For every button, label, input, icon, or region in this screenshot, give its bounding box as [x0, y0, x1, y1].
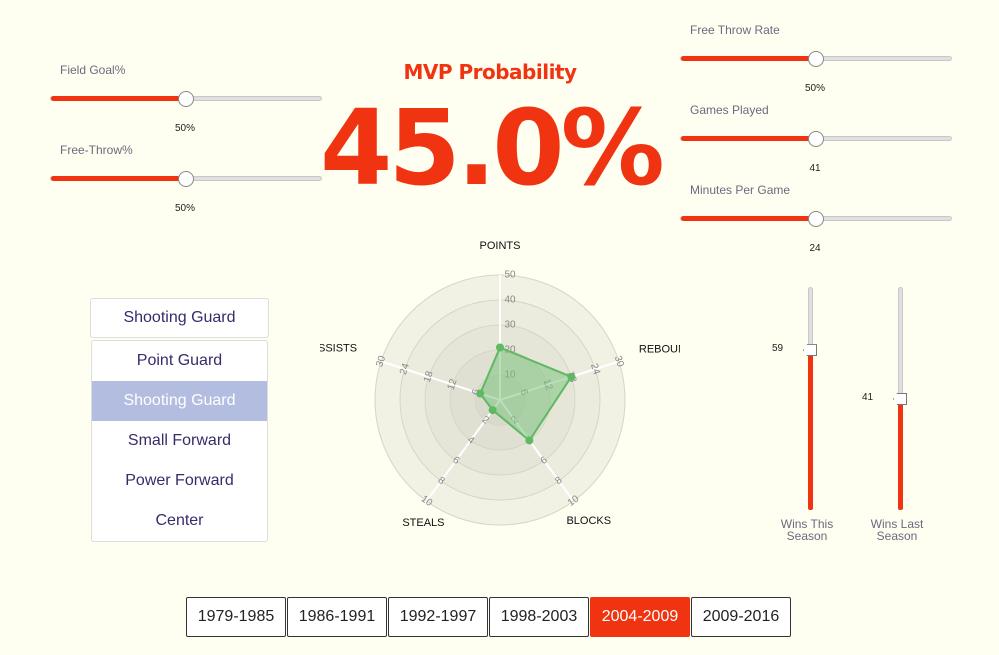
slider-thumb[interactable]: [808, 131, 824, 147]
minutes-per-game-label: Minutes Per Game: [690, 183, 791, 197]
radar-axis-label: POINTS: [480, 240, 521, 252]
free-throw-rate-label: Free Throw Rate: [690, 23, 780, 37]
radar-tick-label: 2: [480, 414, 491, 426]
radar-tick-label: 24: [588, 362, 602, 376]
era-button-1998-2003[interactable]: 1998-2003: [489, 597, 589, 637]
slider-fill: [681, 216, 816, 221]
radar-data-point: [567, 372, 576, 381]
radar-data-point: [476, 389, 485, 398]
era-button-1979-1985[interactable]: 1979-1985: [186, 597, 286, 637]
radar-tick-label: 30: [504, 320, 516, 331]
radar-axis-label: STEALS: [402, 517, 444, 529]
field-goal-value: 50%: [174, 123, 195, 134]
radar-axis-label: BLOCKS: [566, 515, 611, 527]
radar-tick-label: 40: [504, 295, 516, 306]
slider-fill: [51, 96, 186, 101]
radar-tick-label: 8: [553, 475, 564, 487]
radar-tick-label: 30: [374, 354, 388, 368]
slider-track[interactable]: [680, 51, 952, 67]
vertical-slider-track[interactable]: [893, 287, 907, 510]
radar-tick-label: 6: [470, 388, 482, 397]
minutes-per-game-value: 24: [809, 243, 821, 254]
slider-thumb[interactable]: [808, 51, 824, 67]
free-throw-rate-value: 50%: [804, 83, 825, 94]
position-option-point-guard[interactable]: Point Guard: [136, 352, 223, 369]
wins-last-season-label: Wins Last Season: [870, 517, 924, 543]
minutes-per-game-slider[interactable]: Minutes Per Game 24: [680, 180, 952, 254]
slider-thumb[interactable]: [178, 171, 194, 187]
field-goal-slider[interactable]: Field Goal% 50%: [50, 60, 322, 134]
wins-last-season-value: 41: [862, 392, 874, 403]
wins-this-season-slider[interactable]: 59 Wins This Season: [770, 287, 850, 547]
radar-tick-label: 50: [504, 270, 516, 281]
slider-fill: [681, 56, 816, 61]
wins-this-season-value: 59: [772, 343, 784, 355]
vertical-slider-thumb[interactable]: [803, 344, 817, 357]
position-option-center[interactable]: Center: [155, 512, 204, 529]
vertical-slider-thumb[interactable]: [893, 393, 907, 405]
free-throw-label: Free-Throw%: [60, 143, 133, 157]
radar-data-point: [525, 436, 534, 445]
wins-this-season-label: Wins This Season: [780, 517, 834, 543]
slider-thumb[interactable]: [178, 91, 194, 107]
radar-tick-label: 6: [450, 455, 461, 467]
games-played-slider[interactable]: Games Played 41: [680, 100, 952, 174]
era-button-1986-1991[interactable]: 1986-1991: [287, 597, 387, 637]
slider-track[interactable]: [50, 91, 322, 107]
radar-tick-label: 4: [465, 434, 476, 446]
radar-tick-label: 20: [504, 345, 516, 356]
era-button-group: 1979-1985 1986-1991 1992-1997 1998-2003 …: [186, 597, 792, 637]
position-options-list: Point Guard Shooting Guard Small Forward…: [91, 340, 268, 542]
era-button-2004-2009[interactable]: 2004-2009: [590, 597, 690, 637]
free-throw-value: 50%: [174, 203, 195, 214]
radar-tick-label: 18: [422, 369, 436, 383]
slider-fill: [51, 176, 186, 181]
slider-thumb[interactable]: [808, 211, 824, 227]
radar-tick-label: 6: [539, 454, 550, 466]
radar-tick-label: 30: [612, 354, 626, 368]
position-option-shooting-guard[interactable]: Shooting Guard: [92, 381, 267, 421]
radar-axis-label: REBOUNDS: [639, 343, 680, 355]
slider-track[interactable]: [680, 211, 952, 227]
field-goal-label: Field Goal%: [60, 63, 126, 77]
radar-data-point: [488, 406, 497, 415]
radar-tick-label: 12: [446, 377, 460, 391]
era-button-2009-2016[interactable]: 2009-2016: [691, 597, 791, 637]
radar-axis-label: ASSISTS: [320, 342, 357, 354]
mvp-probability-value: 45.0%: [320, 87, 665, 209]
radar-tick-label: 8: [436, 475, 447, 487]
slider-track[interactable]: [680, 131, 952, 147]
slider-fill: [681, 136, 816, 141]
vertical-slider-fill: [898, 399, 903, 510]
slider-track[interactable]: [50, 171, 322, 187]
radar-tick-label: 24: [398, 362, 412, 376]
games-played-label: Games Played: [690, 103, 769, 117]
games-played-value: 41: [809, 163, 821, 174]
vertical-slider-fill: [808, 350, 813, 510]
radar-data-area: [479, 346, 573, 442]
radar-axis-line: [425, 399, 501, 502]
stats-radar-chart: 1020304050612182430246810246810612182430…: [320, 240, 680, 529]
free-throw-rate-slider[interactable]: Free Throw Rate 50%: [680, 20, 952, 94]
position-select[interactable]: Shooting Guard: [90, 298, 269, 338]
position-option-small-forward[interactable]: Small Forward: [127, 432, 232, 449]
vertical-slider-track[interactable]: [803, 287, 817, 510]
free-throw-slider[interactable]: Free-Throw% 50%: [50, 140, 322, 214]
mvp-probability-title: MVP Probability: [403, 60, 577, 84]
position-option-power-forward[interactable]: Power Forward: [125, 472, 234, 489]
radar-data-point: [496, 343, 504, 352]
wins-last-season-slider[interactable]: 41 Wins Last Season: [860, 287, 940, 547]
era-button-1992-1997[interactable]: 1992-1997: [388, 597, 488, 637]
